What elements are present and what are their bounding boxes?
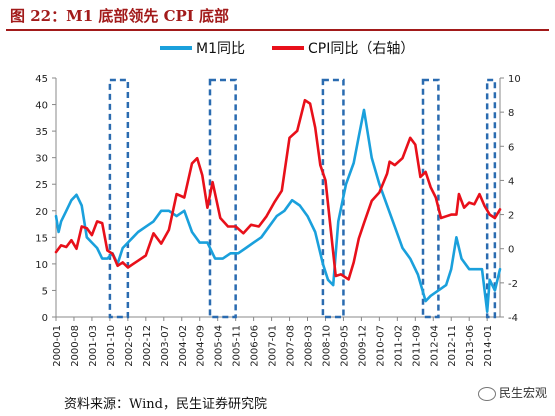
left-tick-label: 5 bbox=[42, 286, 48, 297]
right-tick-label: 2 bbox=[508, 211, 514, 222]
left-tick-label: 40 bbox=[35, 101, 48, 112]
title-bar: 图 22：M1 底部领先 CPI 底部 bbox=[6, 2, 549, 31]
x-tick-label: 2013-06 bbox=[465, 325, 476, 367]
legend: M1同比 CPI同比（右轴） bbox=[160, 41, 414, 57]
x-tick-label: 2011-09 bbox=[411, 325, 422, 367]
highlight-window-box bbox=[321, 78, 345, 319]
x-tick-label: 2000-01 bbox=[52, 325, 63, 367]
x-tick-label: 2010-07 bbox=[375, 325, 386, 367]
left-tick-label: 45 bbox=[35, 74, 48, 85]
x-tick-label: 2007-08 bbox=[286, 325, 297, 367]
series-line-m1 bbox=[54, 108, 502, 314]
watermark-label: 民生宏观 bbox=[498, 386, 547, 400]
series-line-cpi bbox=[54, 98, 502, 281]
x-tick-label: 2003-07 bbox=[160, 325, 171, 367]
x-tick-label: 2011-02 bbox=[393, 325, 404, 367]
right-tick-label: 10 bbox=[508, 74, 521, 85]
highlight-window-box bbox=[108, 78, 130, 319]
chart-grid-axes: 0 5 10 15 20 25 30 35 40 45 -4 -2 0 2 4 6 8 10 2000-01 2000… bbox=[35, 74, 520, 367]
right-tick-label: 4 bbox=[508, 176, 514, 187]
left-tick-label: 35 bbox=[35, 127, 48, 138]
left-tick-label: 10 bbox=[35, 260, 48, 271]
chart: 0 5 10 15 20 25 30 35 40 45 -4 -2 0 2 4 6 8 10 2000-01 2000… bbox=[35, 41, 520, 367]
x-tick-label: 2002-05 bbox=[124, 325, 135, 367]
x-tick-label: 2012-11 bbox=[447, 325, 458, 367]
x-tick-label: 2005-04 bbox=[214, 325, 225, 367]
x-tick-label: 2002-12 bbox=[142, 325, 153, 367]
x-tick-label: 2012-04 bbox=[429, 325, 440, 367]
figure-title: 图 22：M1 底部领先 CPI 底部 bbox=[10, 7, 230, 25]
x-tick-label: 2007-01 bbox=[268, 325, 279, 367]
watermark: 民生宏观 bbox=[477, 384, 547, 401]
title-rule bbox=[6, 29, 549, 31]
x-tick-label: 2009-12 bbox=[357, 325, 368, 367]
x-tick-label: 2004-02 bbox=[178, 325, 189, 367]
left-tick-label: 25 bbox=[35, 180, 48, 191]
x-tick-label: 2000-08 bbox=[70, 325, 81, 367]
x-tick-label: 2001-03 bbox=[88, 325, 99, 367]
highlight-window-box bbox=[485, 78, 497, 319]
source-note: 资料来源：Wind，民生证券研究院 bbox=[64, 397, 267, 412]
x-tick-label: 2004-09 bbox=[196, 325, 207, 367]
x-tick-label: 2008-03 bbox=[304, 325, 315, 367]
right-tick-label: -2 bbox=[508, 279, 518, 290]
x-tick-label: 2014-01 bbox=[483, 325, 494, 367]
highlight-window-box bbox=[208, 78, 237, 319]
highlight-window-box bbox=[421, 78, 440, 319]
legend-cpi-label: CPI同比（右轴） bbox=[308, 41, 414, 57]
wechat-icon bbox=[477, 386, 496, 401]
right-tick-label: 6 bbox=[508, 142, 514, 153]
legend-m1-label: M1同比 bbox=[196, 41, 245, 57]
x-tick-label: 2001-10 bbox=[106, 325, 117, 367]
right-tick-label: 0 bbox=[508, 245, 514, 256]
right-tick-label: -4 bbox=[508, 313, 518, 324]
x-tick-label: 2006-06 bbox=[250, 325, 261, 367]
right-tick-label: 8 bbox=[508, 108, 514, 119]
left-tick-label: 20 bbox=[35, 207, 48, 218]
highlight-windows bbox=[108, 78, 497, 319]
series-lines bbox=[54, 98, 502, 314]
left-tick-label: 30 bbox=[35, 154, 48, 165]
x-tick-label: 2008-10 bbox=[321, 325, 332, 367]
x-tick-label: 2009-05 bbox=[339, 325, 350, 367]
left-tick-label: 0 bbox=[42, 313, 48, 324]
left-tick-label: 15 bbox=[35, 233, 48, 244]
x-tick-label: 2005-11 bbox=[232, 325, 243, 367]
